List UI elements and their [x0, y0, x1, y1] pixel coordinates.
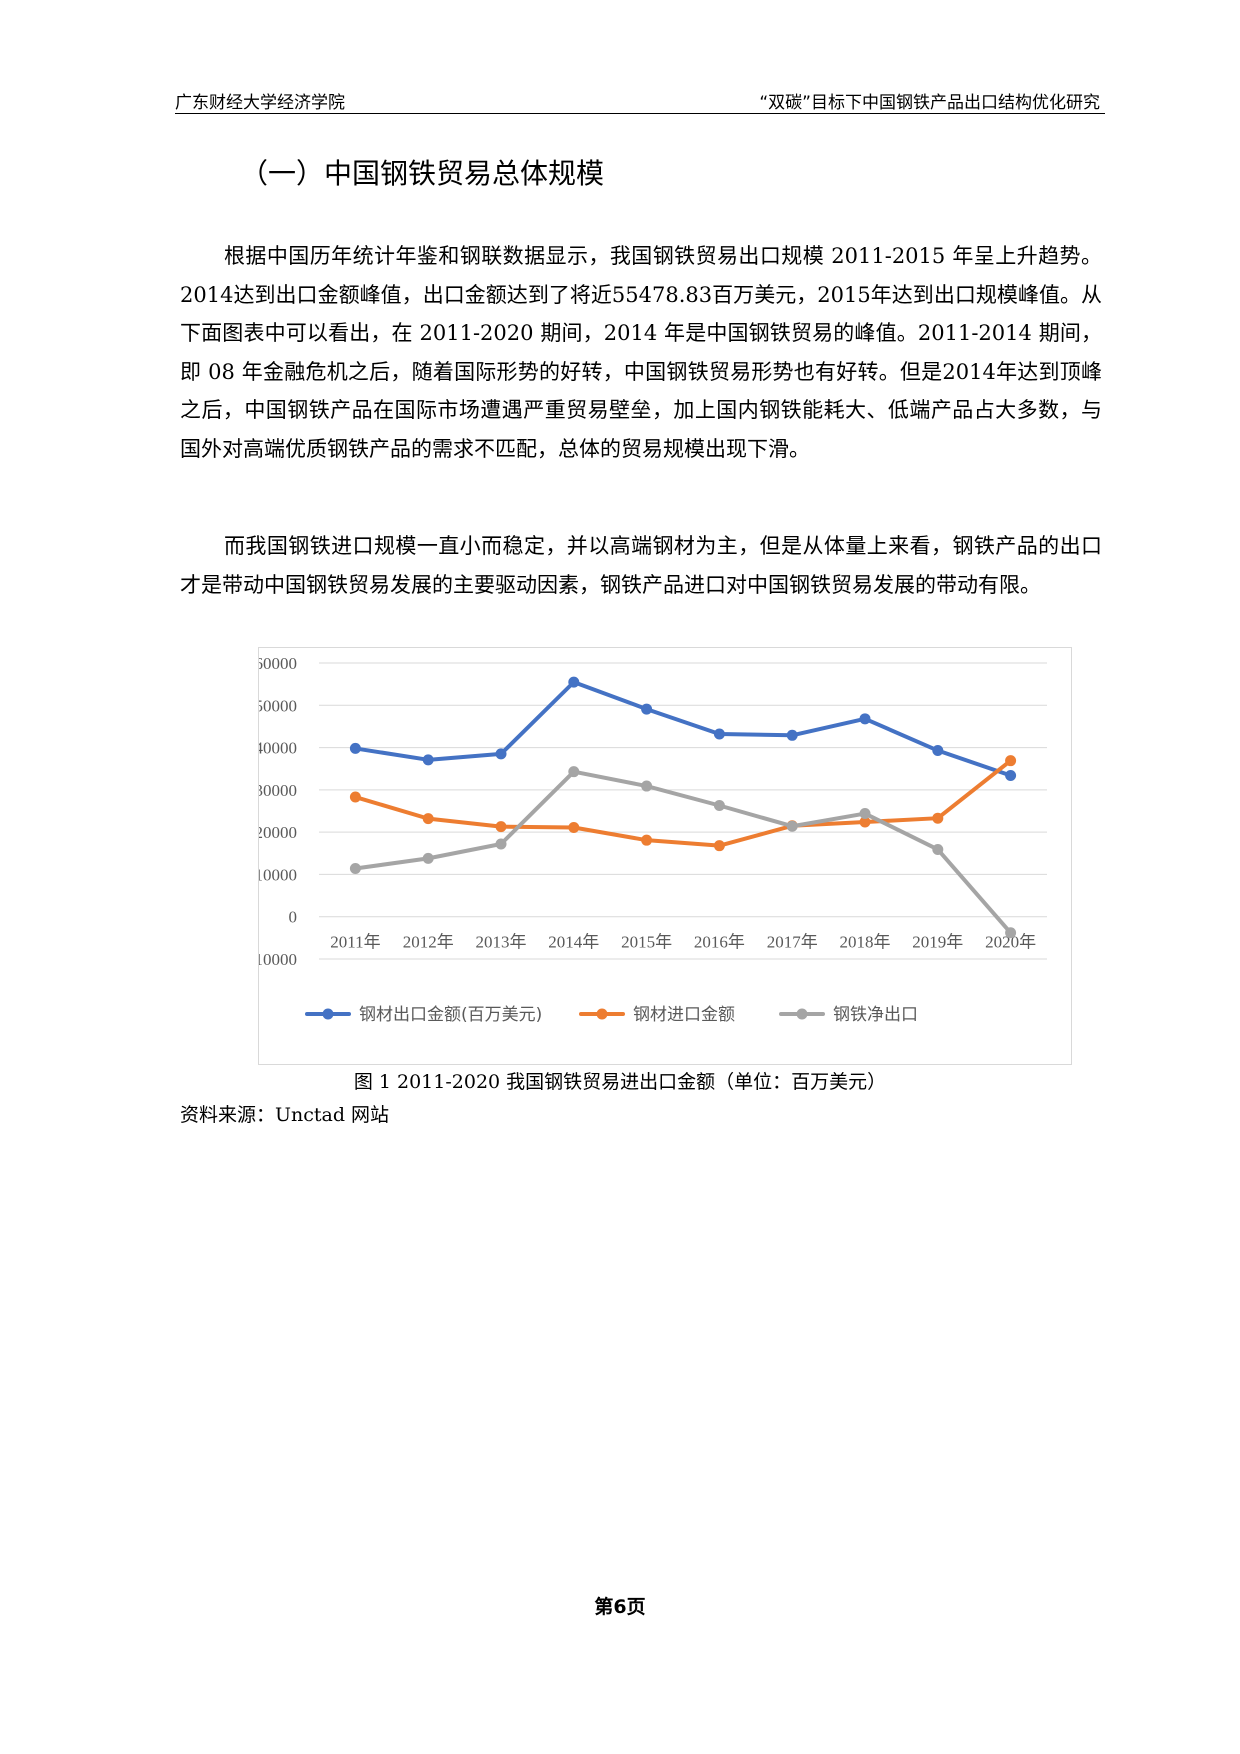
body-paragraph-1: 根据中国历年统计年鉴和钢联数据显示，我国钢铁贸易出口规模 2011-2015 年…: [180, 244, 1102, 461]
data-point: [786, 729, 798, 741]
x-tick-label: 2015年: [621, 933, 672, 952]
y-tick-label: 0: [289, 908, 298, 927]
header-institution: 广东财经大学经济学院: [175, 93, 345, 113]
legend-swatch-marker: [322, 1008, 334, 1020]
y-tick-label: 60000: [259, 654, 297, 673]
data-point: [422, 813, 434, 825]
data-point: [495, 838, 507, 850]
data-point: [422, 852, 434, 864]
data-point: [641, 703, 653, 715]
data-point: [713, 840, 725, 852]
data-point: [713, 728, 725, 740]
figure-caption: 图 1 2011-2020 我国钢铁贸易进出口金额（单位：百万美元）: [353, 1071, 887, 1093]
x-tick-label: 2019年: [912, 933, 963, 952]
data-point: [1005, 927, 1017, 939]
data-point: [641, 780, 653, 792]
data-point: [786, 820, 798, 832]
data-point: [932, 812, 944, 824]
y-tick-label: 40000: [259, 739, 297, 758]
legend-label: 钢铁净出口: [833, 1005, 918, 1025]
x-tick-label: 2012年: [403, 933, 454, 952]
y-tick-label: 50000: [259, 696, 297, 715]
data-point: [713, 800, 725, 812]
x-tick-label: 2011年: [330, 933, 380, 952]
x-tick-label: 2016年: [694, 933, 745, 952]
data-point: [349, 742, 361, 754]
chart-canvas: 60000 50000 40000 30000 20000 10000 0 -10000 201…: [259, 654, 1047, 1025]
series-line: [353, 769, 1013, 935]
x-tick-label: 2014年: [548, 933, 599, 952]
data-point: [568, 766, 580, 778]
data-point: [859, 816, 871, 828]
section-heading: （一）中国钢铁贸易总体规模: [240, 157, 605, 190]
data-point: [1005, 769, 1017, 781]
data-point: [859, 713, 871, 725]
data-point: [1005, 755, 1017, 767]
y-tick-label: 20000: [259, 823, 297, 842]
y-tick-label: -10000: [259, 950, 297, 969]
legend-label: 钢材进口金额: [633, 1005, 735, 1025]
series-line: [353, 758, 1013, 848]
line-chart: 60000 50000 40000 30000 20000 10000 0 -10000 201…: [258, 647, 1072, 1065]
data-point: [349, 791, 361, 803]
data-point: [932, 745, 944, 757]
data-point: [568, 821, 580, 833]
data-point: [495, 748, 507, 760]
data-point: [349, 863, 361, 875]
legend-swatch-marker: [596, 1008, 608, 1020]
x-tick-label: 2020年: [985, 933, 1036, 952]
page-number: 第6页: [594, 1596, 646, 1618]
x-tick-label: 2013年: [476, 933, 527, 952]
data-point: [932, 843, 944, 855]
body-paragraph-2: 而我国钢铁进口规模一直小而稳定，并以高端钢材为主，但是从体量上来看，钢铁产品的出…: [180, 534, 1102, 597]
y-tick-label: 10000: [259, 865, 297, 884]
legend-swatch-marker: [796, 1008, 808, 1020]
data-point: [859, 808, 871, 820]
header-divider: [175, 113, 1105, 114]
data-point: [568, 676, 580, 688]
x-tick-label: 2018年: [840, 933, 891, 952]
data-point: [495, 821, 507, 833]
series-line: [353, 680, 1013, 778]
data-point: [422, 754, 434, 766]
legend-label: 钢材出口金额(百万美元): [359, 1005, 542, 1025]
y-tick-label: 30000: [259, 781, 297, 800]
x-tick-label: 2017年: [767, 933, 818, 952]
data-point: [641, 834, 653, 846]
figure-source: 资料来源：Unctad 网站: [180, 1104, 390, 1126]
header-paper-title: “双碳”目标下中国钢铁产品出口结构优化研究: [759, 93, 1100, 113]
